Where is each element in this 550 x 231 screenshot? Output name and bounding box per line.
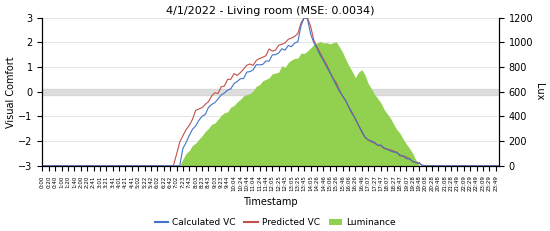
- Y-axis label: Lux: Lux: [535, 83, 544, 100]
- Bar: [42, 89, 499, 95]
- Title: 4/1/2022 - Living room (MSE: 0.0034): 4/1/2022 - Living room (MSE: 0.0034): [167, 6, 375, 15]
- Y-axis label: Visual Comfort: Visual Comfort: [6, 56, 15, 128]
- Legend: Calculated VC, Predicted VC, Luminance: Calculated VC, Predicted VC, Luminance: [151, 215, 399, 231]
- X-axis label: Timestamp: Timestamp: [244, 197, 298, 207]
